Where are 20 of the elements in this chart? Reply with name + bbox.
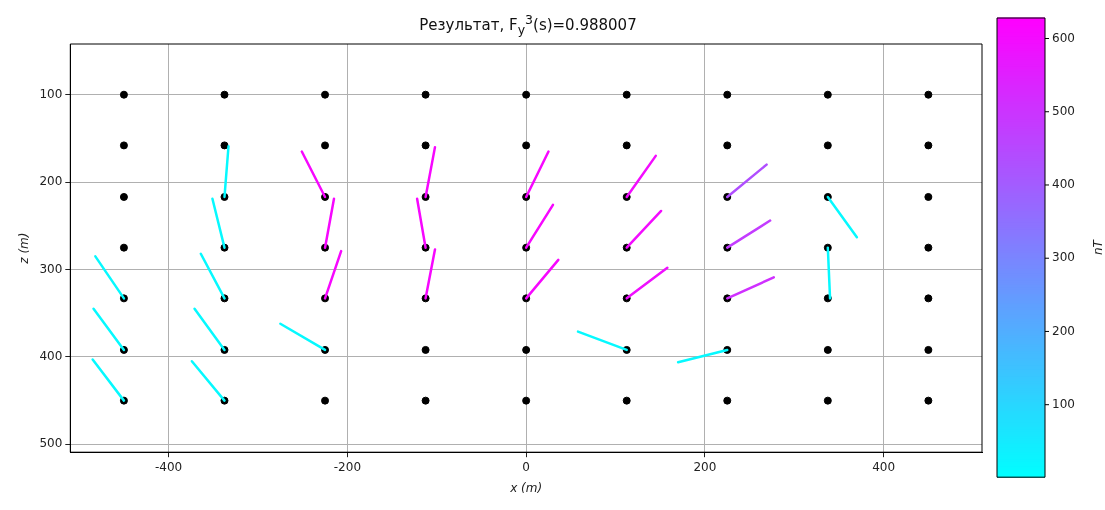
x-tick-label: 0	[522, 459, 530, 474]
y-tick-label: 100	[39, 86, 63, 101]
y-tick-label: 500	[39, 436, 63, 451]
color-bar-label: 300	[1052, 250, 1075, 265]
y-tick-label: 200	[39, 174, 63, 189]
color-bar-label: 100	[1052, 396, 1075, 411]
x-axis-title: x (m)	[509, 480, 543, 495]
x-tick-label: -200	[333, 459, 362, 474]
color-bar-label: 200	[1052, 323, 1075, 338]
x-tick-label: -400	[155, 459, 183, 474]
color-bar-label: 400	[1052, 177, 1075, 192]
chart-title: Результат, F$_{y}$$^{3}$(s)=0.988007	[418, 12, 638, 37]
color-bar-title: nT	[1091, 238, 1105, 256]
x-tick-label: 400	[872, 459, 896, 474]
color-bar-label: 500	[1052, 103, 1075, 118]
y-tick-label: 300	[39, 261, 63, 276]
y-tick-label: 400	[39, 349, 63, 364]
color-bar-label: 600	[1052, 30, 1075, 45]
x-tick-label: 200	[693, 459, 717, 474]
y-axis-title: z (m)	[17, 232, 32, 265]
